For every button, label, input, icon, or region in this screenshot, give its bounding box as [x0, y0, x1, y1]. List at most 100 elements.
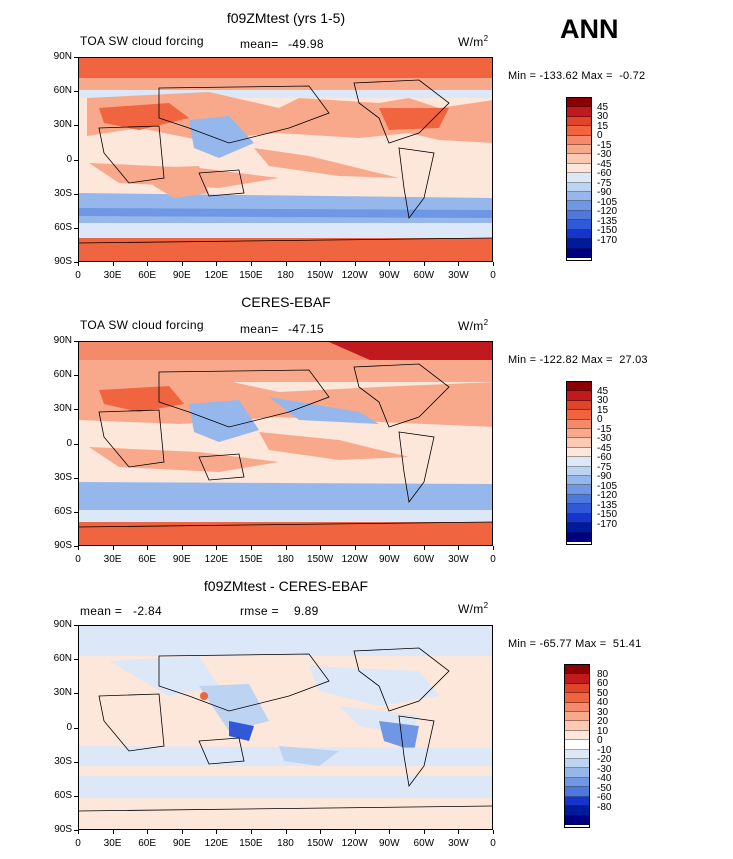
lon-label: 180 [277, 838, 294, 849]
axis-tick [181, 546, 183, 550]
lat-label: 90N [53, 335, 72, 346]
lat-label: 90N [53, 51, 72, 62]
axis-tick [74, 409, 78, 411]
colorbar-tick-label: 30 [597, 111, 609, 123]
colorbar-segment [565, 730, 589, 741]
lon-label: 60E [138, 554, 157, 565]
colorbar-segment [565, 768, 589, 778]
colorbar-segment [565, 777, 589, 788]
axis-tick [493, 262, 494, 266]
lat-label: 30S [54, 187, 72, 199]
colorbar-segment [567, 239, 591, 249]
colorbar-segment [565, 683, 589, 694]
colorbar-tick-label: -30 [597, 763, 612, 775]
colorbar-segment [567, 532, 591, 542]
colorbar-segment [567, 429, 591, 439]
colorbar-tick-label: -20 [597, 754, 612, 766]
lat-label: 90S [54, 256, 72, 267]
lon-label: 120E [204, 554, 228, 565]
axis-tick [74, 57, 78, 58]
axis-tick [354, 830, 356, 834]
lon-label: 90W [378, 554, 400, 565]
axis-tick [389, 830, 391, 834]
colorbar-segment [567, 173, 591, 183]
axis-tick [74, 693, 78, 695]
axis-tick [147, 830, 149, 834]
lon-label: 60E [138, 270, 157, 281]
axis-tick [74, 91, 78, 93]
colorbar-segment [567, 182, 591, 193]
colorbar-segment [567, 523, 591, 533]
lon-label: 30E [103, 838, 122, 849]
colorbar-segment [567, 229, 591, 240]
colorbar-segment [567, 438, 591, 448]
lat-label: 60S [54, 505, 72, 517]
axis-tick [181, 262, 183, 266]
colorbar-tick-label: -15 [597, 139, 612, 151]
colorbar-segment [567, 135, 591, 146]
axis-tick [354, 262, 356, 266]
axis-tick [285, 546, 287, 550]
axis-tick [74, 659, 78, 661]
lon-label: 90E [172, 270, 191, 281]
colorbar-tick-label: -40 [597, 773, 612, 785]
axis-tick [423, 546, 425, 550]
units-label: W/m2 [458, 601, 489, 616]
lon-label: 120W [341, 554, 368, 565]
lon-label: 120W [341, 270, 368, 281]
colorbar-segment [565, 665, 589, 675]
colorbar-tick-label: 0 [597, 130, 603, 142]
colorbar-tick-label: 50 [597, 687, 609, 699]
units-label: W/m2 [458, 34, 489, 49]
lon-label: 150E [239, 838, 263, 849]
colorbar-segment [567, 116, 591, 127]
colorbar-segment [567, 485, 591, 495]
colorbar-tick-label: 20 [597, 716, 609, 728]
colorbar-tick-label: 45 [597, 385, 609, 397]
lon-label: 60W [413, 838, 435, 849]
units-label: W/m2 [458, 318, 489, 333]
colorbar-tick-label: -150 [597, 225, 618, 237]
lon-label: 30E [103, 554, 122, 565]
lon-label: 120E [204, 270, 228, 281]
axis-tick [74, 761, 78, 763]
map-plot [78, 341, 493, 546]
axis-tick [112, 830, 114, 834]
colorbar-segment [567, 154, 591, 164]
axis-tick [458, 546, 460, 550]
colorbar-segment [567, 220, 591, 230]
axis-tick [74, 546, 78, 547]
colorbar-tick-label: -105 [597, 196, 618, 208]
colorbar-segment [567, 248, 591, 258]
colorbar-tick-label: -50 [597, 782, 612, 794]
colorbar-tick-label: 15 [597, 120, 609, 132]
colorbar-segment [565, 674, 589, 684]
axis-tick [320, 546, 322, 550]
colorbar-segment [565, 759, 589, 769]
colorbar-tick-label: 30 [597, 395, 609, 407]
colorbar-tick-label: -90 [597, 471, 612, 483]
min-max-label: Min = -65.77 Max = 51.41 [508, 638, 642, 650]
axis-tick [216, 546, 218, 550]
lat-label: 0 [66, 721, 72, 733]
lat-label: 60N [53, 369, 72, 381]
colorbar-tick-label: -170 [597, 518, 618, 530]
lat-label: 60S [54, 789, 72, 801]
axis-tick [78, 262, 79, 266]
colorbar-segment [567, 163, 591, 174]
lat-label: 0 [66, 437, 72, 449]
lon-label: 150W [307, 554, 334, 565]
axis-tick [74, 341, 78, 342]
colorbar-segment [567, 210, 591, 221]
lon-label: 90E [172, 554, 191, 565]
axis-tick [147, 546, 149, 550]
axis-tick [74, 125, 78, 127]
colorbar-segment [565, 749, 589, 760]
lon-label: 180 [277, 270, 294, 281]
variable-label: TOA SW cloud forcing [80, 318, 204, 332]
min-max-label: Min = -122.82 Max = 27.03 [508, 354, 648, 366]
variable-label: TOA SW cloud forcing [80, 34, 204, 48]
lon-label: 60E [138, 838, 157, 849]
colorbar-tick-label: -30 [597, 149, 612, 161]
colorbar-segment [567, 145, 591, 155]
